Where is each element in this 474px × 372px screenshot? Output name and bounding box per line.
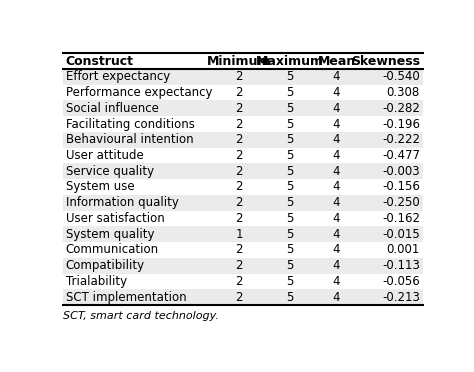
Text: 2: 2	[236, 243, 243, 256]
Text: 2: 2	[236, 212, 243, 225]
Text: Construct: Construct	[66, 55, 134, 68]
Text: -0.213: -0.213	[382, 291, 420, 304]
Text: -0.015: -0.015	[382, 228, 420, 241]
Text: 0.308: 0.308	[387, 86, 420, 99]
Text: 2: 2	[236, 86, 243, 99]
Text: Maximum: Maximum	[256, 55, 324, 68]
Text: 5: 5	[286, 259, 293, 272]
Bar	[63, 100, 423, 116]
Text: 4: 4	[333, 133, 340, 146]
Text: 1: 1	[236, 228, 243, 241]
Bar	[63, 289, 423, 305]
Text: 5: 5	[286, 180, 293, 193]
Text: 2: 2	[236, 133, 243, 146]
Text: User satisfaction: User satisfaction	[66, 212, 164, 225]
Text: 2: 2	[236, 275, 243, 288]
Text: 4: 4	[333, 70, 340, 83]
Text: 2: 2	[236, 291, 243, 304]
Text: -0.540: -0.540	[382, 70, 420, 83]
Text: 4: 4	[333, 180, 340, 193]
Text: Service quality: Service quality	[66, 165, 154, 178]
Bar	[63, 242, 423, 258]
Text: -0.196: -0.196	[382, 118, 420, 131]
Text: 4: 4	[333, 291, 340, 304]
Text: 5: 5	[286, 165, 293, 178]
Text: 5: 5	[286, 102, 293, 115]
Text: -0.003: -0.003	[383, 165, 420, 178]
Text: 5: 5	[286, 86, 293, 99]
Text: 5: 5	[286, 196, 293, 209]
Text: 5: 5	[286, 291, 293, 304]
Bar	[63, 148, 423, 163]
Bar	[63, 258, 423, 273]
Text: 4: 4	[333, 243, 340, 256]
Text: 2: 2	[236, 196, 243, 209]
Text: 5: 5	[286, 228, 293, 241]
Text: 5: 5	[286, 133, 293, 146]
Text: 2: 2	[236, 102, 243, 115]
Text: 5: 5	[286, 243, 293, 256]
Text: 4: 4	[333, 165, 340, 178]
Text: System quality: System quality	[66, 228, 155, 241]
Text: -0.222: -0.222	[382, 133, 420, 146]
Text: -0.162: -0.162	[382, 212, 420, 225]
Bar	[63, 116, 423, 132]
Bar	[63, 273, 423, 289]
Text: -0.250: -0.250	[382, 196, 420, 209]
Text: Behavioural intention: Behavioural intention	[66, 133, 193, 146]
Text: Facilitating conditions: Facilitating conditions	[66, 118, 195, 131]
Text: 0.001: 0.001	[387, 243, 420, 256]
Text: -0.156: -0.156	[382, 180, 420, 193]
Text: 4: 4	[333, 228, 340, 241]
Text: 2: 2	[236, 180, 243, 193]
Text: 4: 4	[333, 118, 340, 131]
Text: Information quality: Information quality	[66, 196, 179, 209]
Text: -0.113: -0.113	[382, 259, 420, 272]
Text: 5: 5	[286, 118, 293, 131]
Text: SCT implementation: SCT implementation	[66, 291, 186, 304]
Text: 2: 2	[236, 165, 243, 178]
Bar	[63, 211, 423, 226]
Text: 5: 5	[286, 70, 293, 83]
Text: 4: 4	[333, 259, 340, 272]
Text: -0.056: -0.056	[382, 275, 420, 288]
Bar	[63, 179, 423, 195]
Text: 2: 2	[236, 259, 243, 272]
Text: 5: 5	[286, 149, 293, 162]
Text: Compatibility: Compatibility	[66, 259, 145, 272]
Text: Skewness: Skewness	[351, 55, 420, 68]
Text: User attitude: User attitude	[66, 149, 144, 162]
Bar	[63, 53, 423, 69]
Bar	[63, 226, 423, 242]
Text: 5: 5	[286, 275, 293, 288]
Bar	[63, 85, 423, 100]
Text: Communication: Communication	[66, 243, 159, 256]
Text: 4: 4	[333, 196, 340, 209]
Text: Minimum: Minimum	[207, 55, 272, 68]
Text: 5: 5	[286, 212, 293, 225]
Text: 2: 2	[236, 118, 243, 131]
Text: 4: 4	[333, 212, 340, 225]
Text: SCT, smart card technology.: SCT, smart card technology.	[63, 311, 219, 321]
Bar	[63, 195, 423, 211]
Bar	[63, 132, 423, 148]
Text: System use: System use	[66, 180, 135, 193]
Bar	[63, 69, 423, 85]
Text: Social influence: Social influence	[66, 102, 159, 115]
Text: 4: 4	[333, 102, 340, 115]
Text: 4: 4	[333, 86, 340, 99]
Text: Performance expectancy: Performance expectancy	[66, 86, 212, 99]
Text: Mean: Mean	[318, 55, 356, 68]
Text: Trialability: Trialability	[66, 275, 127, 288]
Text: Effort expectancy: Effort expectancy	[66, 70, 170, 83]
Text: 2: 2	[236, 70, 243, 83]
Bar	[63, 163, 423, 179]
Text: 4: 4	[333, 149, 340, 162]
Text: 4: 4	[333, 275, 340, 288]
Text: 2: 2	[236, 149, 243, 162]
Text: -0.282: -0.282	[382, 102, 420, 115]
Text: -0.477: -0.477	[382, 149, 420, 162]
